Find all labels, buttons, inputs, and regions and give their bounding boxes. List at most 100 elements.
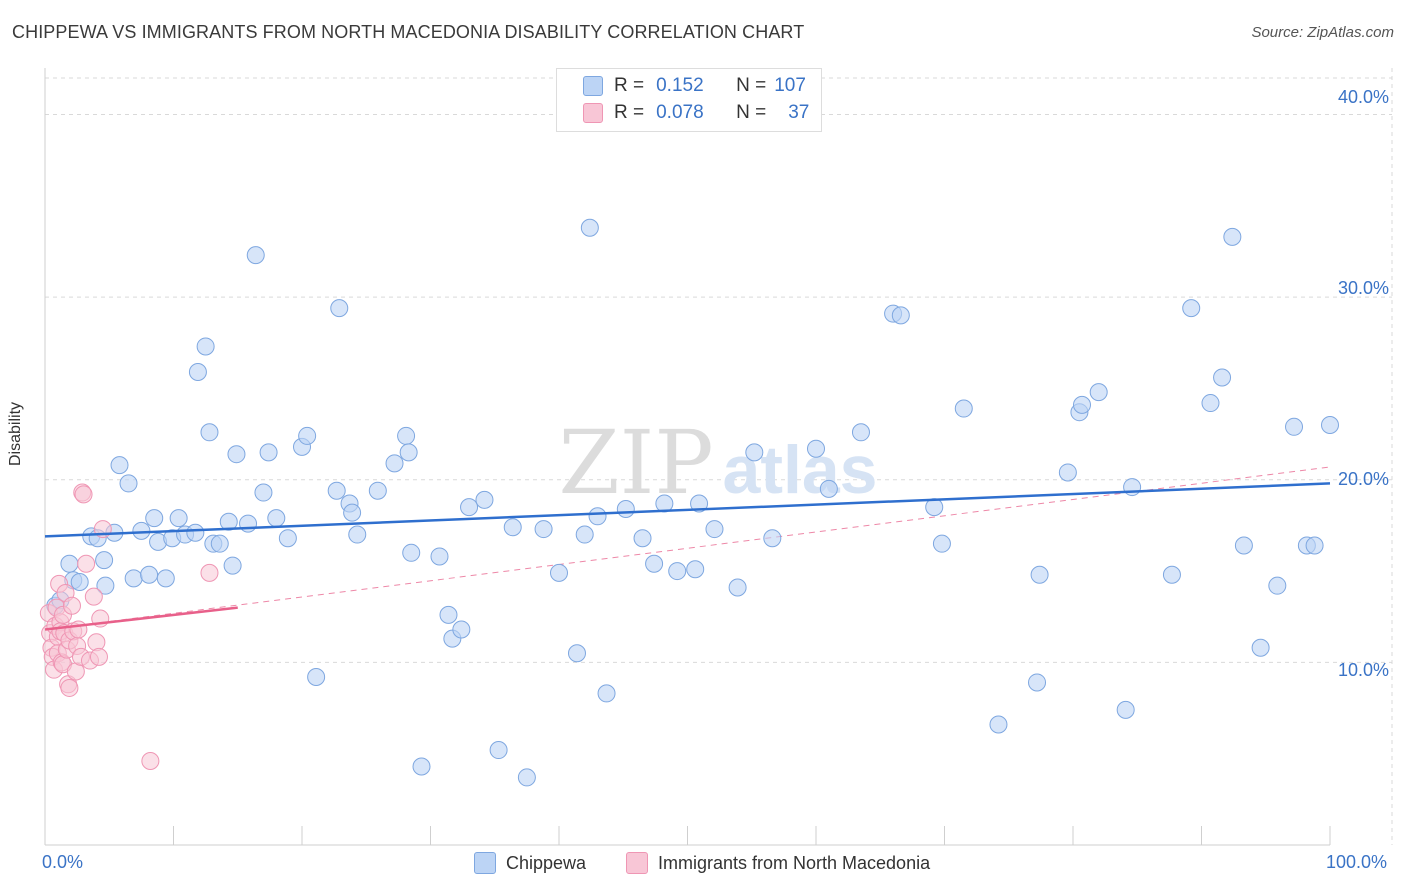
stats-row-macedonia: R = 0.078 N = 37 xyxy=(583,100,809,126)
y-tick-label-20: 20.0% xyxy=(1338,469,1390,489)
point-chippewa-17 xyxy=(156,569,175,588)
point-chippewa-83 xyxy=(932,534,951,553)
chippewa-legend-swatch xyxy=(474,852,496,874)
point-macedonia-28 xyxy=(74,485,93,504)
point-chippewa-77 xyxy=(807,439,825,458)
point-chippewa-97 xyxy=(1213,368,1232,387)
point-chippewa-4 xyxy=(70,573,89,592)
point-chippewa-47 xyxy=(399,443,418,462)
point-chippewa-85 xyxy=(989,715,1008,734)
point-chippewa-88 xyxy=(1058,463,1077,482)
point-chippewa-70 xyxy=(668,562,687,581)
point-chippewa-65 xyxy=(597,684,616,703)
watermark-atlas: atlas xyxy=(723,432,878,508)
point-chippewa-10 xyxy=(110,456,129,475)
point-chippewa-49 xyxy=(412,757,431,776)
chart-title: CHIPPEWA VS IMMIGRANTS FROM NORTH MACEDO… xyxy=(12,22,805,42)
point-chippewa-62 xyxy=(575,525,594,544)
point-chippewa-76 xyxy=(763,529,782,548)
legend-item-macedonia[interactable]: Immigrants from North Macedonia xyxy=(626,852,930,874)
n-value-chippewa: 107 xyxy=(774,75,806,96)
legend-label-macedonia: Immigrants from North Macedonia xyxy=(658,852,931,873)
watermark-zip: ZIP xyxy=(558,411,713,514)
point-chippewa-100 xyxy=(1251,638,1270,657)
point-chippewa-72 xyxy=(690,494,709,513)
point-chippewa-30 xyxy=(239,514,258,533)
point-chippewa-40 xyxy=(330,299,349,318)
point-macedonia-19 xyxy=(60,678,79,697)
point-chippewa-90 xyxy=(1072,395,1091,414)
x-tick-label-max: 100.0% xyxy=(1326,852,1388,872)
point-chippewa-43 xyxy=(348,525,367,544)
point-chippewa-35 xyxy=(278,529,297,548)
trend-line-macedonia xyxy=(44,606,238,631)
point-chippewa-13 xyxy=(132,521,151,540)
point-chippewa-19 xyxy=(169,509,188,528)
point-chippewa-73 xyxy=(705,520,724,539)
r-value-macedonia: 0.078 xyxy=(656,102,704,123)
macedonia-legend-swatch xyxy=(626,852,648,874)
axes xyxy=(44,68,1331,846)
point-macedonia-32 xyxy=(87,633,106,652)
point-chippewa-48 xyxy=(402,543,421,562)
point-chippewa-54 xyxy=(460,498,479,517)
point-chippewa-2 xyxy=(60,554,79,573)
point-chippewa-53 xyxy=(452,620,471,639)
point-chippewa-67 xyxy=(633,529,652,548)
chippewa-swatch xyxy=(583,76,603,96)
point-chippewa-28 xyxy=(223,556,242,575)
point-chippewa-79 xyxy=(851,423,870,442)
point-chippewa-38 xyxy=(307,667,326,686)
point-chippewa-46 xyxy=(397,426,416,445)
trend-line-chippewa xyxy=(44,482,1331,538)
point-chippewa-8 xyxy=(96,576,115,595)
point-chippewa-56 xyxy=(489,741,508,760)
point-macedonia-31 xyxy=(84,587,103,606)
point-chippewa-12 xyxy=(124,569,143,588)
point-chippewa-86 xyxy=(1028,673,1047,692)
point-chippewa-26 xyxy=(210,534,229,553)
point-macedonia-36 xyxy=(141,751,160,770)
point-chippewa-105 xyxy=(1321,415,1339,434)
y-tick-label-40: 40.0% xyxy=(1338,87,1390,107)
point-chippewa-104 xyxy=(1305,536,1324,555)
point-chippewa-87 xyxy=(1030,565,1049,584)
r-value-chippewa: 0.152 xyxy=(656,75,704,96)
point-chippewa-99 xyxy=(1234,536,1253,555)
stats-legend: R = 0.152 N = 107 R = 0.078 N = 37 xyxy=(556,68,822,132)
n-label: N = xyxy=(736,75,767,96)
point-chippewa-31 xyxy=(246,246,265,265)
point-chippewa-64 xyxy=(588,507,607,526)
r-label: R = xyxy=(614,102,645,123)
point-chippewa-74 xyxy=(728,578,747,597)
point-chippewa-22 xyxy=(188,363,207,382)
point-chippewa-92 xyxy=(1116,700,1135,719)
point-chippewa-96 xyxy=(1201,394,1220,413)
macedonia-swatch xyxy=(583,103,603,123)
point-chippewa-68 xyxy=(645,554,664,573)
point-chippewa-44 xyxy=(368,481,387,500)
point-chippewa-23 xyxy=(196,337,215,356)
legend-item-chippewa[interactable]: Chippewa xyxy=(474,852,586,874)
point-chippewa-59 xyxy=(534,520,553,539)
point-chippewa-33 xyxy=(259,443,278,462)
point-chippewa-14 xyxy=(140,565,159,584)
point-chippewa-66 xyxy=(616,499,635,518)
point-chippewa-60 xyxy=(550,563,568,582)
point-chippewa-84 xyxy=(954,399,973,418)
point-chippewa-29 xyxy=(227,445,246,464)
point-macedonia-37 xyxy=(200,563,219,582)
r-label: R = xyxy=(614,75,645,96)
point-chippewa-51 xyxy=(439,605,458,624)
point-chippewa-98 xyxy=(1223,227,1242,246)
point-chippewa-50 xyxy=(430,547,449,566)
point-chippewa-39 xyxy=(327,481,346,500)
point-chippewa-95 xyxy=(1182,299,1201,318)
point-chippewa-42 xyxy=(343,503,362,522)
trend-line-macedonia-extended xyxy=(44,466,1331,631)
point-macedonia-29 xyxy=(77,554,96,573)
point-chippewa-27 xyxy=(219,512,238,531)
point-chippewa-102 xyxy=(1285,417,1304,436)
stats-row-chippewa: R = 0.152 N = 107 xyxy=(583,73,806,99)
